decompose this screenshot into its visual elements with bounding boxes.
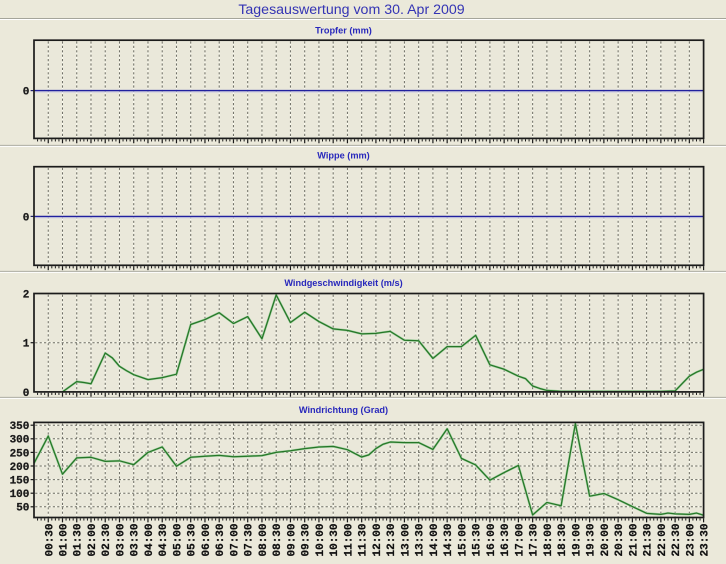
svg-text:07:30: 07:30 xyxy=(244,523,256,556)
svg-text:22:30: 22:30 xyxy=(671,523,683,556)
svg-text:Windrichtung (Grad): Windrichtung (Grad) xyxy=(299,405,388,415)
svg-text:14:00: 14:00 xyxy=(429,523,441,556)
svg-text:04:00: 04:00 xyxy=(144,523,156,556)
svg-text:19:30: 19:30 xyxy=(586,523,598,556)
svg-text:02:00: 02:00 xyxy=(87,523,99,556)
svg-text:0: 0 xyxy=(23,212,30,224)
svg-text:19:00: 19:00 xyxy=(571,523,583,556)
svg-text:10:30: 10:30 xyxy=(329,523,341,556)
svg-text:03:30: 03:30 xyxy=(130,523,142,556)
svg-text:150: 150 xyxy=(10,476,30,488)
svg-text:04:30: 04:30 xyxy=(158,523,170,556)
svg-text:13:00: 13:00 xyxy=(400,523,412,556)
svg-text:16:00: 16:00 xyxy=(486,523,498,556)
svg-text:08:30: 08:30 xyxy=(272,523,284,556)
svg-text:01:00: 01:00 xyxy=(58,523,70,556)
svg-text:300: 300 xyxy=(10,435,30,447)
svg-text:1: 1 xyxy=(23,339,30,351)
svg-text:16:30: 16:30 xyxy=(500,523,512,556)
svg-text:22:00: 22:00 xyxy=(657,523,669,556)
svg-text:Wippe (mm): Wippe (mm) xyxy=(317,150,370,160)
svg-text:100: 100 xyxy=(10,489,30,501)
svg-text:21:00: 21:00 xyxy=(628,523,640,556)
svg-text:17:00: 17:00 xyxy=(514,523,526,556)
svg-text:200: 200 xyxy=(10,462,30,474)
svg-text:00:30: 00:30 xyxy=(44,523,56,556)
svg-text:10:00: 10:00 xyxy=(315,523,327,556)
svg-text:09:30: 09:30 xyxy=(301,523,313,556)
svg-text:18:30: 18:30 xyxy=(557,523,569,556)
svg-text:20:30: 20:30 xyxy=(614,523,626,556)
svg-text:Windgeschwindigkeit (m/s): Windgeschwindigkeit (m/s) xyxy=(284,278,402,288)
svg-text:23:00: 23:00 xyxy=(685,523,697,556)
svg-text:21:30: 21:30 xyxy=(643,523,655,556)
svg-text:Tagesauswertung vom 30. Apr 20: Tagesauswertung vom 30. Apr 2009 xyxy=(238,2,464,18)
svg-text:18:00: 18:00 xyxy=(543,523,555,556)
svg-text:11:00: 11:00 xyxy=(343,523,355,556)
svg-text:Tropfer (mm): Tropfer (mm) xyxy=(315,25,372,35)
svg-text:03:00: 03:00 xyxy=(115,523,127,556)
svg-text:08:00: 08:00 xyxy=(258,523,270,556)
svg-text:12:00: 12:00 xyxy=(372,523,384,556)
svg-text:2: 2 xyxy=(23,289,30,301)
svg-text:06:00: 06:00 xyxy=(201,523,213,556)
svg-text:12:30: 12:30 xyxy=(386,523,398,556)
svg-text:23:30: 23:30 xyxy=(700,523,712,556)
svg-text:07:00: 07:00 xyxy=(229,523,241,556)
svg-text:05:00: 05:00 xyxy=(172,523,184,556)
svg-text:02:30: 02:30 xyxy=(101,523,113,556)
svg-text:17:30: 17:30 xyxy=(529,523,541,556)
svg-text:350: 350 xyxy=(10,421,30,433)
svg-text:15:00: 15:00 xyxy=(457,523,469,556)
svg-text:11:30: 11:30 xyxy=(358,523,370,556)
svg-text:01:30: 01:30 xyxy=(73,523,85,556)
svg-text:06:30: 06:30 xyxy=(215,523,227,556)
svg-text:15:30: 15:30 xyxy=(472,523,484,556)
svg-text:13:30: 13:30 xyxy=(415,523,427,556)
svg-text:14:30: 14:30 xyxy=(443,523,455,556)
svg-text:09:00: 09:00 xyxy=(286,523,298,556)
svg-text:250: 250 xyxy=(10,448,30,460)
svg-text:20:00: 20:00 xyxy=(600,523,612,556)
svg-text:0: 0 xyxy=(23,87,30,99)
svg-text:0: 0 xyxy=(23,388,30,400)
svg-text:05:30: 05:30 xyxy=(187,523,199,556)
svg-text:50: 50 xyxy=(16,503,29,515)
